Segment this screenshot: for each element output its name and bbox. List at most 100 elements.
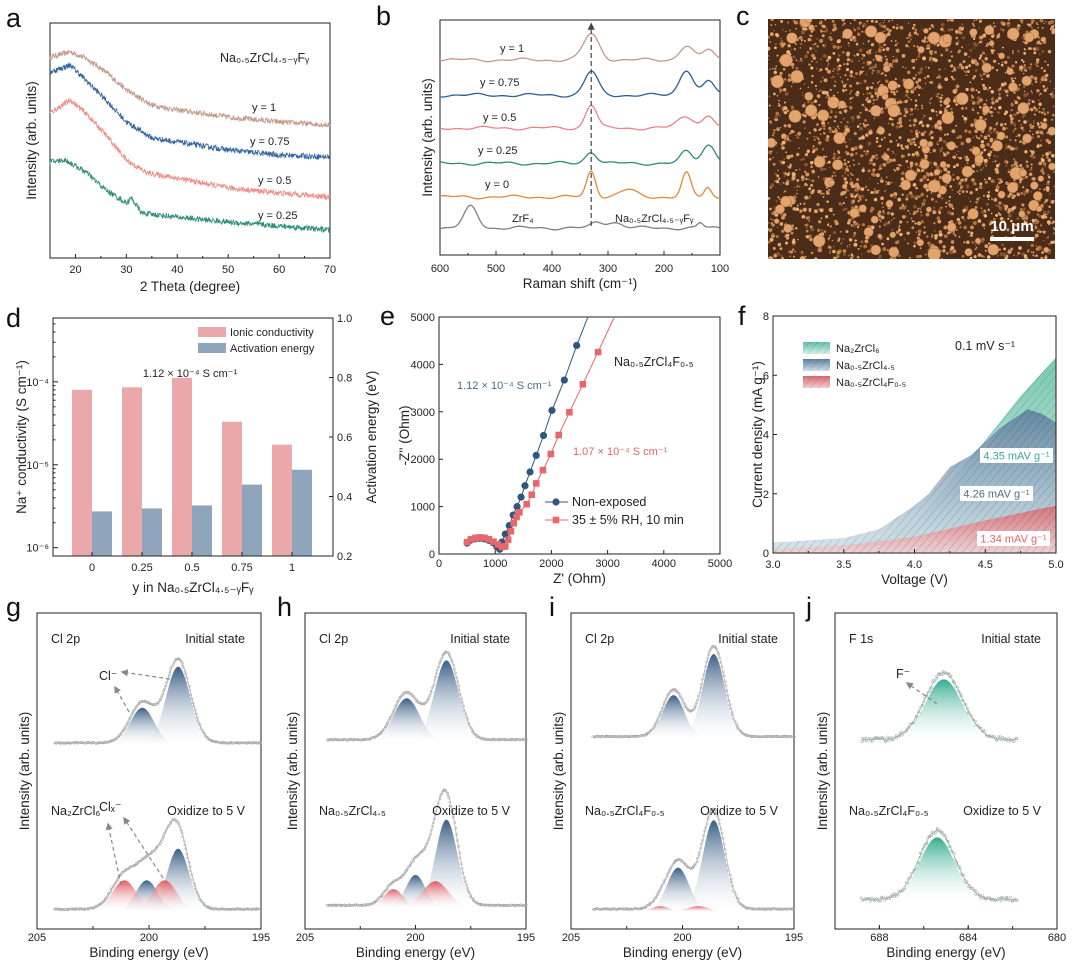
- particle: [797, 60, 800, 62]
- particle: [785, 241, 788, 245]
- particle: [952, 232, 955, 235]
- particle: [870, 19, 874, 23]
- particle: [780, 39, 784, 43]
- particle: [969, 28, 978, 37]
- particle: [894, 170, 897, 172]
- particle: [845, 165, 849, 168]
- particle: [832, 23, 835, 26]
- particle: [899, 123, 901, 125]
- particle: [820, 229, 824, 232]
- particle: [868, 145, 870, 147]
- particle: [850, 115, 855, 120]
- particle: [1027, 241, 1029, 243]
- particle: [822, 196, 825, 198]
- particle: [956, 191, 959, 193]
- particle: [924, 253, 927, 256]
- particle: [1035, 22, 1038, 25]
- particle: [1041, 251, 1045, 255]
- particle: [907, 45, 910, 48]
- particle: [1002, 203, 1005, 207]
- particle: [895, 48, 900, 53]
- particle: [881, 211, 886, 215]
- particle: [948, 199, 951, 203]
- particle: [982, 194, 986, 197]
- particle: [991, 111, 994, 114]
- particle: [961, 255, 965, 258]
- particle: [865, 73, 868, 76]
- particle: [1011, 79, 1015, 84]
- particle: [827, 238, 830, 241]
- series-label: y = 0: [485, 179, 509, 191]
- particle: [905, 197, 909, 201]
- y-tick-label: 5000: [411, 312, 435, 324]
- particle: [912, 26, 915, 29]
- data-point: [200, 900, 204, 903]
- particle: [999, 252, 1004, 256]
- particle: [799, 202, 802, 205]
- data-point: [164, 829, 168, 833]
- particle: [903, 238, 906, 241]
- particle: [976, 170, 979, 173]
- particle: [898, 117, 902, 122]
- particle: [807, 101, 810, 104]
- particle: [982, 167, 985, 169]
- particle: [881, 138, 884, 141]
- particle: [985, 99, 988, 102]
- activation-energy-bar: [142, 508, 162, 556]
- particle: [1019, 181, 1022, 184]
- particle: [925, 206, 932, 213]
- particle: [904, 93, 909, 98]
- particle: [811, 189, 815, 192]
- conductivity-bar: [72, 389, 92, 556]
- particle: [936, 193, 942, 199]
- particle: [870, 65, 875, 70]
- particle: [974, 43, 978, 47]
- particle: [957, 51, 960, 54]
- particle: [895, 230, 900, 234]
- particle: [971, 178, 975, 182]
- particle: [981, 105, 991, 114]
- particle: [1007, 194, 1011, 198]
- data-point: [121, 870, 125, 874]
- particle: [995, 204, 999, 207]
- particle: [1030, 175, 1032, 177]
- particle: [872, 190, 876, 194]
- particle: [858, 73, 862, 76]
- particle: [835, 111, 838, 114]
- data-point: [709, 810, 713, 813]
- particle: [919, 208, 922, 210]
- particle: [862, 25, 865, 28]
- particle: [811, 53, 815, 58]
- particle: [875, 157, 878, 160]
- particle: [963, 70, 965, 72]
- reference-label: ZrF₄: [512, 213, 534, 225]
- particle: [964, 129, 968, 133]
- particle: [895, 89, 899, 93]
- particle: [787, 44, 791, 48]
- conductivity-bar: [272, 444, 292, 556]
- particle: [885, 181, 887, 183]
- particle: [882, 64, 891, 73]
- particle: [885, 184, 887, 186]
- particle: [1043, 113, 1047, 116]
- particle: [863, 150, 866, 153]
- particle: [893, 92, 896, 96]
- particle: [836, 39, 841, 44]
- particle: [873, 69, 875, 72]
- particle: [804, 19, 813, 24]
- particle: [1007, 24, 1011, 28]
- particle: [837, 91, 839, 94]
- y-tick-label: 2: [763, 489, 769, 501]
- particle: [841, 166, 845, 170]
- particle: [944, 77, 949, 82]
- particle: [872, 168, 876, 172]
- x-tick-label: 40: [171, 264, 183, 276]
- particle: [955, 36, 959, 40]
- particle: [830, 32, 832, 34]
- particle: [934, 125, 939, 129]
- particle: [848, 105, 853, 110]
- particle: [975, 62, 979, 66]
- particle: [984, 244, 989, 249]
- particle: [822, 192, 825, 195]
- particle: [892, 26, 895, 29]
